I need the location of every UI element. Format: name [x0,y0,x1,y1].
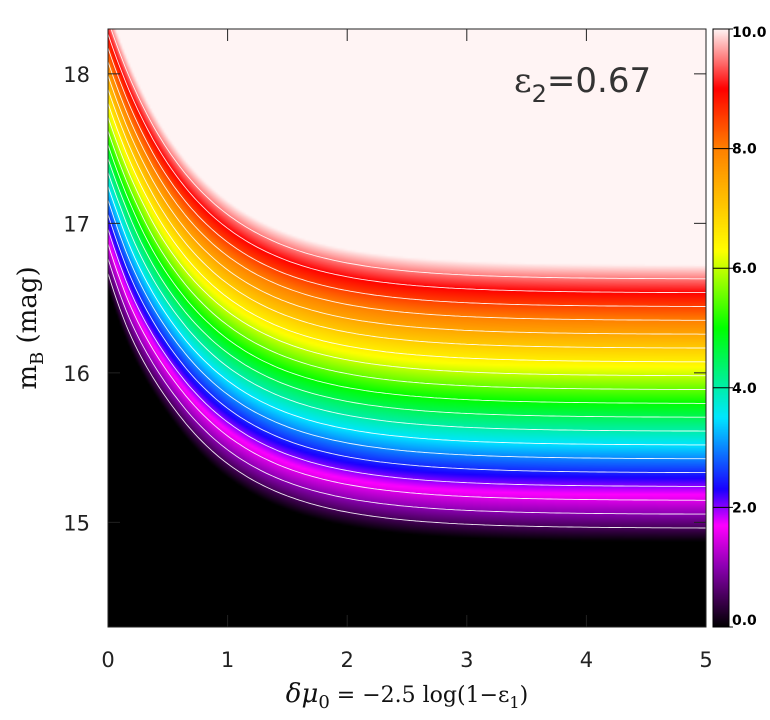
colorbar: 0.0 2.0 4.0 6.0 8.0 10.0 [712,25,767,629]
x-label-close: ) [520,683,529,708]
x-label-delta-mu: δμ [286,679,319,709]
y-axis-label: mB (mag) [13,266,48,389]
colorbar-tick-label: 2.0 [732,500,757,516]
annotation-eps: ε [514,61,532,101]
contour-line [108,103,706,363]
x-label-eps-sub: 1 [509,693,519,712]
colorbar-gradient [713,29,729,627]
y-tick-label: 16 [63,362,90,386]
contour-line [108,61,706,321]
contour-line [108,258,706,515]
x-tick-label: 4 [580,648,593,672]
plot-frame [107,28,707,628]
y-tick-label: 17 [63,212,90,236]
x-tick-label: 3 [460,648,473,672]
heatmap-image [108,29,706,627]
y-tick-label: 18 [63,63,90,87]
contour-line [108,130,706,390]
contour-line [108,214,706,474]
x-tick-label: 0 [101,648,114,672]
colorbar-tick-label: 10.0 [732,25,767,41]
y-label-sub: B [27,352,48,365]
annotation-epsilon2: ε2=0.67 [514,61,651,108]
contour-line [108,199,706,460]
y-label-m: m [13,365,43,390]
contour-line [108,144,706,404]
y-axis: 15 16 17 18 [63,63,706,535]
x-axis-label: δμ0 = −2.5 log(1−ε1) [286,679,528,713]
colorbar-tick-label: 6.0 [732,261,757,277]
annotation-value: =0.67 [547,61,651,101]
y-tick-label: 15 [63,511,90,535]
contour-line [108,116,706,377]
x-tick-label: 5 [699,648,712,672]
annotation-eps-sub: 2 [532,80,547,108]
contour-line [108,33,706,294]
x-label-mu-sub: 0 [318,692,329,713]
colorbar-tick-label: 4.0 [732,381,757,397]
contour-line [110,29,706,280]
contour-lines [108,29,706,529]
contour-line [108,47,706,307]
heatmap-field [108,29,706,627]
contour-line [108,158,706,418]
contour-line [108,172,706,432]
colorbar-tick-label: 0.0 [732,613,757,629]
contour-line [108,89,706,349]
contour-line [108,228,706,487]
x-axis: 0 1 2 3 4 5 [101,29,713,672]
colorbar-ticks: 0.0 2.0 4.0 6.0 8.0 10.0 [713,25,767,629]
x-tick-label: 1 [221,648,234,672]
colorbar-tick-label: 8.0 [732,142,757,158]
x-tick-label: 2 [341,648,354,672]
contour-line [108,186,706,446]
contour-line [108,243,706,501]
contour-line [108,75,706,335]
contour-line [108,273,706,529]
y-label-unit: (mag) [13,266,43,351]
x-label-formula: = −2.5 log(1−ε [330,683,510,708]
